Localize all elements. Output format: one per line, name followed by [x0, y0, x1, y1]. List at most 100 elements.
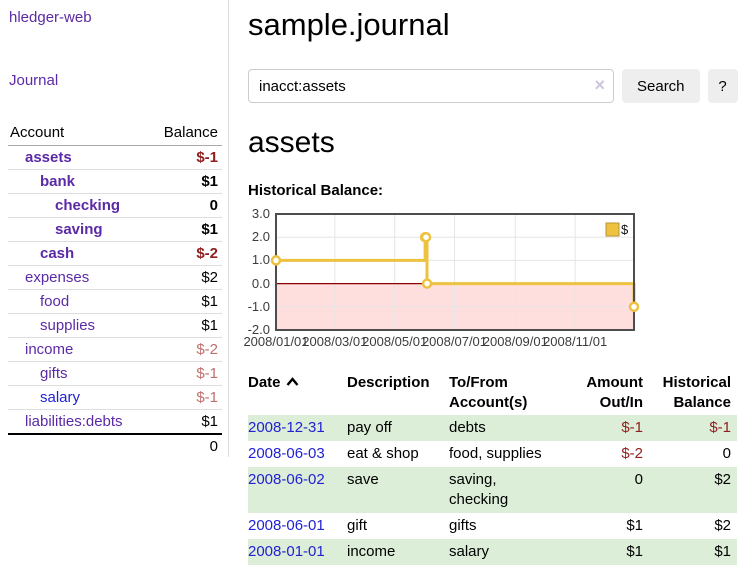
search-box: × [248, 69, 614, 103]
account-balance-cell: $1 [148, 409, 222, 434]
register-column-header: Historical Balance [662, 374, 731, 411]
chart-title: Historical Balance: [248, 182, 384, 199]
accounts-total-value: 0 [148, 433, 222, 458]
register-date-cell: 2008-01-01 [248, 539, 347, 565]
search-button[interactable]: Search [622, 69, 700, 103]
account-balance-cell: $-2 [148, 337, 222, 362]
accounts-header-row: Account Balance [8, 122, 222, 146]
search-input[interactable] [248, 69, 614, 103]
register-balance-cell: 0 [722, 445, 731, 462]
register-header-row: Date Description To/From Account(s) Amount Ou… [248, 371, 737, 415]
sidebar-item-journal[interactable]: Journal [9, 72, 59, 89]
account-row: cash $-2 [8, 241, 222, 266]
account-name-cell: bank [8, 169, 149, 194]
register-body: 2008-12-31 pay off debts $-1 $-1 2008-06-03 ea… [248, 415, 737, 565]
register-accounts-cell: debts [449, 419, 486, 436]
account-name-cell: salary [8, 385, 149, 410]
register-balance-cell: $1 [714, 543, 731, 560]
account-name-cell: saving [8, 217, 149, 242]
account-name-cell: supplies [8, 313, 149, 338]
account-row: expenses $2 [8, 265, 222, 290]
register-row: 2008-01-01 income salary $1 $1 [248, 539, 737, 565]
register-date-cell: 2008-06-01 [248, 513, 347, 539]
y-axis-tick-label: 2.0 [251, 229, 270, 245]
account-row: checking 0 [8, 193, 222, 218]
account-link[interactable]: food [40, 293, 70, 310]
transaction-date-link[interactable]: 2008-06-03 [248, 445, 325, 462]
account-link[interactable]: gifts [40, 365, 68, 382]
register-description-cell: pay off [347, 419, 392, 436]
transaction-date-link[interactable]: 2008-06-01 [248, 517, 325, 534]
account-link[interactable]: liabilities:debts [25, 413, 123, 430]
x-axis-tick-label: 2008/07/01 [421, 334, 488, 349]
account-link[interactable]: income [25, 341, 74, 358]
account-balance-cell: $1 [148, 289, 222, 314]
account-link[interactable]: assets [25, 149, 72, 166]
account-row: bank $1 [8, 169, 222, 194]
account-row: assets $-1 [8, 146, 222, 170]
x-axis-tick-label: 2008/05/01 [362, 334, 428, 349]
account-row: food $1 [8, 289, 222, 314]
account-name-cell: food [8, 289, 149, 314]
register-description-cell: save [347, 471, 379, 488]
accounts-header-account: Account [8, 122, 149, 146]
x-axis-tick-label: 2008/09/01 [482, 334, 548, 349]
chart-plot-area: $ [270, 213, 640, 331]
register-column-header: Description [347, 374, 430, 391]
page-title: sample.journal [248, 7, 450, 42]
account-link[interactable]: checking [55, 197, 121, 214]
account-link[interactable]: salary [40, 389, 81, 406]
account-balance-cell: $2 [148, 265, 222, 290]
y-axis-tick-label: 3.0 [251, 206, 270, 221]
register-amount-cell: 0 [634, 471, 643, 488]
register-accounts-cell: food, supplies [449, 445, 542, 462]
account-balance-cell: $1 [148, 217, 222, 242]
register-description-cell: gift [347, 517, 368, 534]
register-date-cell: 2008-12-31 [248, 415, 347, 441]
register-accounts-cell: gifts [449, 517, 477, 534]
account-row: supplies $1 [8, 313, 222, 338]
register-row: 2008-06-01 gift gifts $1 $2 [248, 513, 737, 539]
register-column-header: Amount Out/In [586, 374, 643, 411]
accounts-body: assets $-1 bank $1 checking 0 saving $1 cash $-2 e… [8, 146, 222, 434]
account-heading: assets [248, 126, 335, 159]
account-name-cell: liabilities:debts [8, 409, 149, 434]
search-bar: × Search ? [248, 69, 742, 103]
register-column-header[interactable]: Date [248, 371, 347, 415]
account-name-cell: gifts [8, 361, 149, 386]
transaction-date-link[interactable]: 2008-06-02 [248, 471, 325, 488]
transaction-date-link[interactable]: 2008-01-01 [248, 543, 325, 560]
register-balance-cell: $-1 [709, 419, 731, 436]
account-balance-cell: $-1 [196, 149, 218, 166]
x-axis-tick-label: 2008/03/01 [302, 334, 368, 349]
account-link[interactable]: saving [55, 221, 103, 238]
register-row: 2008-12-31 pay off debts $-1 $-1 [248, 415, 737, 441]
account-link[interactable]: cash [40, 245, 75, 262]
account-name-cell: checking [8, 193, 149, 218]
register-accounts-cell: salary [449, 543, 490, 560]
account-balance-cell: $1 [148, 169, 222, 194]
register-table: Date Description To/From Account(s) Amount Ou… [248, 371, 737, 565]
account-link[interactable]: supplies [40, 317, 96, 334]
register-amount-cell: $1 [626, 543, 643, 560]
account-row: gifts $-1 [8, 361, 222, 386]
transaction-date-link[interactable]: 2008-12-31 [248, 419, 325, 436]
account-row: income $-2 [8, 337, 222, 362]
clear-search-icon[interactable]: × [594, 75, 605, 95]
account-link[interactable]: expenses [25, 269, 90, 286]
account-name-cell: assets [8, 146, 148, 170]
account-row: salary $-1 [8, 385, 222, 410]
account-row: saving $1 [8, 217, 222, 242]
account-name-cell: income [8, 337, 149, 362]
main-content: sample.journal × Search ? assets Histori… [243, 0, 742, 565]
app-brand-link[interactable]: hledger-web [9, 9, 92, 26]
accounts-total-spacer [8, 433, 149, 458]
historical-balance-chart: $3.0 2.0 1.0 0.0 -1.0 -2.0 2008/01/01 2008/03/0… [243, 206, 742, 352]
y-axis-tick-label: -2.0 [247, 322, 270, 337]
register-amount-cell: $-2 [621, 445, 643, 462]
account-balance-cell: $-1 [148, 385, 222, 410]
help-button[interactable]: ? [707, 69, 738, 103]
account-row: liabilities:debts $1 [8, 409, 222, 434]
register-accounts-cell: saving, checking [449, 471, 509, 508]
account-link[interactable]: bank [40, 173, 76, 190]
